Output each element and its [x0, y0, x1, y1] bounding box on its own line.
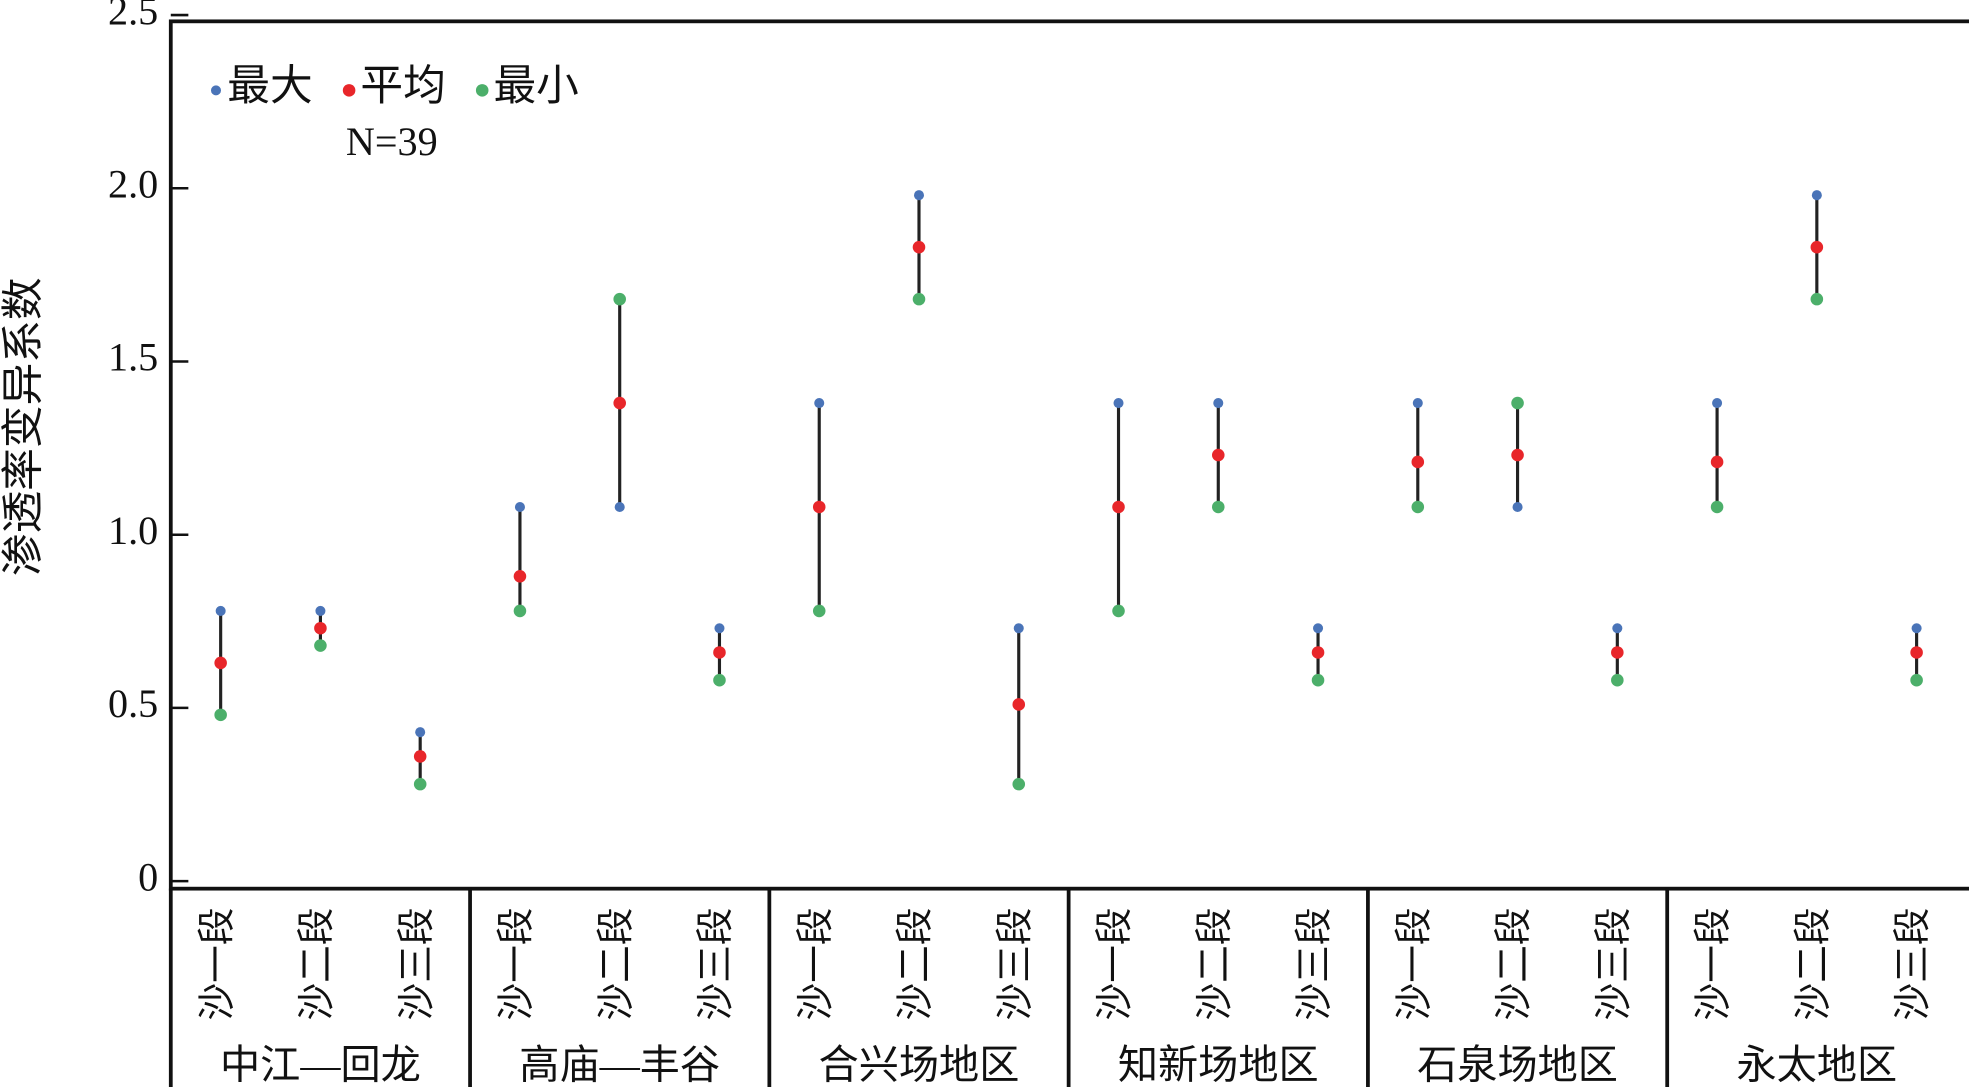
dot [1611, 673, 1624, 687]
group-label: 石泉场地区 [1417, 1043, 1618, 1088]
group-label: 合兴场地区 [819, 1043, 1020, 1088]
legend-dot [475, 84, 489, 97]
legend-label: 平均 [360, 63, 445, 110]
dot [713, 673, 726, 687]
dot [513, 569, 527, 583]
dot [315, 605, 326, 616]
plot-frame [168, 19, 1969, 891]
y-tick-label: 2.5 [108, 0, 158, 33]
dot [912, 240, 926, 254]
dot [1311, 646, 1325, 659]
dot [514, 501, 525, 513]
dot [1511, 448, 1524, 462]
x-tick-label: 沙二段 [895, 907, 937, 1020]
dot [215, 605, 226, 616]
dot [415, 727, 426, 738]
x-tick-label: 沙一段 [496, 907, 538, 1020]
dot [613, 396, 626, 410]
dot [1810, 240, 1824, 254]
dot [1811, 190, 1822, 201]
dot [913, 190, 925, 201]
dot [1412, 398, 1423, 409]
dot [1211, 448, 1225, 462]
x-tick-label: 沙一段 [1094, 907, 1136, 1020]
dot [1512, 501, 1523, 513]
group-label: 知新场地区 [1118, 1043, 1319, 1088]
x-tick-label: 沙一段 [1393, 907, 1435, 1020]
x-tick-label: 沙一段 [1693, 907, 1735, 1020]
group-label: 中江—回龙 [220, 1043, 421, 1088]
annotation: N=39 [346, 119, 438, 164]
dot [713, 646, 726, 659]
dot [214, 708, 227, 722]
x-tick-label: 沙三段 [396, 907, 438, 1020]
dot [1112, 604, 1125, 618]
x-tick-label: 沙三段 [1294, 907, 1336, 1020]
x-tick-label: 沙一段 [795, 907, 837, 1020]
y-axis-label: 渗透率变异系数 [0, 277, 47, 576]
legend-label: 最小 [494, 63, 579, 110]
group-label: 永太地区 [1737, 1043, 1898, 1088]
legend-dot [210, 85, 222, 96]
dot [714, 623, 725, 634]
dot [1012, 698, 1026, 711]
dot [513, 604, 527, 618]
dot [1910, 673, 1923, 687]
legend-dot [342, 84, 356, 97]
dot [1211, 500, 1225, 514]
y-tick-label: 1.0 [108, 508, 158, 553]
dot [814, 398, 825, 409]
dot [1810, 292, 1824, 306]
x-tick-label: 沙三段 [1892, 907, 1934, 1020]
dot [614, 501, 625, 513]
dot [1712, 398, 1723, 409]
x-tick-label: 沙三段 [695, 907, 737, 1020]
dot [314, 639, 327, 652]
x-tick-label: 沙二段 [1194, 907, 1236, 1020]
dot [1611, 646, 1624, 659]
x-tick-label: 沙三段 [1593, 907, 1635, 1020]
x-tick-label: 沙二段 [296, 907, 338, 1020]
dot [1012, 777, 1026, 791]
y-tick-label: 2.0 [108, 162, 158, 207]
dot [413, 777, 427, 791]
dot [314, 621, 327, 635]
dot [1313, 623, 1324, 634]
dot [1113, 398, 1124, 409]
dot [1013, 623, 1024, 634]
x-tick-label: 沙一段 [196, 907, 238, 1020]
dot [413, 750, 427, 763]
x-tick-label: 沙二段 [1792, 907, 1834, 1020]
dot [912, 292, 926, 306]
dot [1710, 455, 1724, 469]
dot [214, 656, 227, 670]
dot [1213, 398, 1224, 409]
dot [1910, 646, 1923, 659]
dot [1311, 673, 1325, 687]
dot [1112, 500, 1125, 514]
x-tick-label: 沙三段 [994, 907, 1036, 1020]
dot [1911, 623, 1922, 634]
dot [1511, 396, 1524, 410]
dot [1710, 500, 1724, 514]
group-label: 高庙—丰谷 [519, 1043, 720, 1088]
dot [1411, 500, 1425, 514]
dot [812, 500, 826, 514]
dot [812, 604, 826, 618]
y-tick-label: 0.5 [108, 681, 158, 726]
dot [1612, 623, 1623, 634]
y-tick-label: 0 [138, 854, 158, 899]
x-tick-label: 沙二段 [595, 907, 637, 1020]
legend-label: 最大 [227, 63, 312, 110]
dot [1411, 455, 1425, 469]
x-tick-label: 沙二段 [1493, 907, 1535, 1020]
y-tick-label: 1.5 [108, 335, 158, 380]
dot [613, 292, 626, 306]
